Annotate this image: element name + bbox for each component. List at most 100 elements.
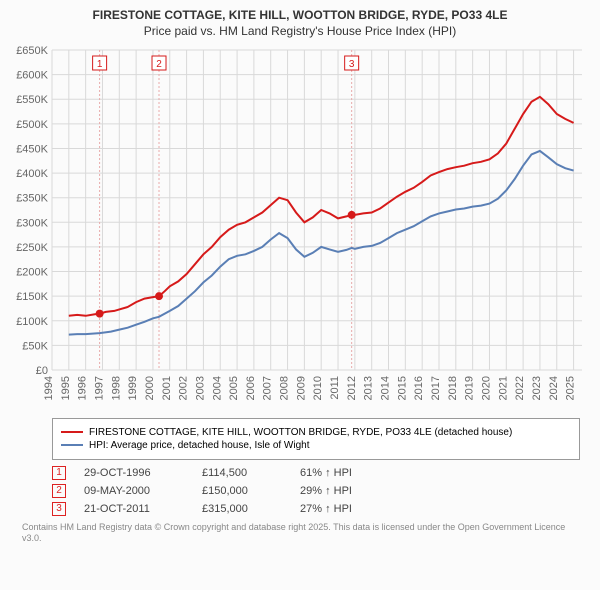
y-tick-label: £50K — [22, 340, 48, 352]
x-tick: 2001 — [161, 376, 173, 400]
marker-date: 21-OCT-2011 — [84, 503, 184, 515]
svg-text:2022: 2022 — [514, 376, 526, 400]
x-tick: 2013 — [363, 376, 375, 400]
x-tick: 2005 — [228, 376, 240, 400]
svg-text:2018: 2018 — [447, 376, 459, 400]
svg-text:1997: 1997 — [93, 376, 105, 400]
sale-point — [96, 309, 104, 317]
y-tick-label: £350K — [16, 192, 48, 204]
svg-text:2016: 2016 — [413, 376, 425, 400]
y-tick-label: £250K — [16, 242, 48, 254]
x-tick: 2009 — [295, 376, 307, 400]
svg-text:2014: 2014 — [380, 376, 392, 400]
svg-text:2004: 2004 — [211, 376, 223, 400]
x-tick: 2025 — [565, 376, 577, 400]
x-tick: 2010 — [312, 376, 324, 400]
x-tick: 2015 — [396, 376, 408, 400]
x-tick: 2002 — [178, 376, 190, 400]
x-tick: 2006 — [245, 376, 257, 400]
marker-diff: 29% ↑ HPI — [300, 485, 352, 497]
chart-title-line1: FIRESTONE COTTAGE, KITE HILL, WOOTTON BR… — [10, 8, 590, 24]
x-tick: 2020 — [480, 376, 492, 400]
svg-text:2015: 2015 — [396, 376, 408, 400]
svg-text:2010: 2010 — [312, 376, 324, 400]
svg-text:1999: 1999 — [127, 376, 139, 400]
svg-text:1996: 1996 — [77, 376, 89, 400]
svg-text:1995: 1995 — [60, 376, 72, 400]
x-tick: 2019 — [464, 376, 476, 400]
x-tick: 2008 — [279, 376, 291, 400]
marker-num-box: 3 — [52, 502, 66, 516]
legend-item: HPI: Average price, detached house, Isle… — [61, 440, 571, 451]
x-tick: 2017 — [430, 376, 442, 400]
x-tick: 1996 — [77, 376, 89, 400]
legend-label: HPI: Average price, detached house, Isle… — [89, 440, 310, 451]
marker-diff: 27% ↑ HPI — [300, 503, 352, 515]
svg-text:2005: 2005 — [228, 376, 240, 400]
x-tick: 2011 — [329, 376, 341, 400]
svg-text:2025: 2025 — [565, 376, 577, 400]
chart-plot: £0£50K£100K£150K£200K£250K£300K£350K£400… — [10, 44, 590, 414]
x-tick: 2007 — [262, 376, 274, 400]
x-tick: 1997 — [93, 376, 105, 400]
x-tick: 2003 — [194, 376, 206, 400]
chart-title-line2: Price paid vs. HM Land Registry's House … — [10, 24, 590, 38]
legend-label: FIRESTONE COTTAGE, KITE HILL, WOOTTON BR… — [89, 427, 512, 438]
svg-text:2009: 2009 — [295, 376, 307, 400]
y-tick-label: £550K — [16, 94, 48, 106]
marker-diff: 61% ↑ HPI — [300, 467, 352, 479]
x-tick: 2014 — [380, 376, 392, 400]
marker-row: 3 21-OCT-2011 £315,000 27% ↑ HPI — [52, 502, 580, 516]
x-tick: 2023 — [531, 376, 543, 400]
x-tick: 2018 — [447, 376, 459, 400]
y-tick-label: £400K — [16, 168, 48, 180]
marker-row: 2 09-MAY-2000 £150,000 29% ↑ HPI — [52, 484, 580, 498]
svg-text:2023: 2023 — [531, 376, 543, 400]
marker-date: 09-MAY-2000 — [84, 485, 184, 497]
sale-point — [155, 292, 163, 300]
y-tick-label: £150K — [16, 291, 48, 303]
legend-swatch — [61, 444, 83, 446]
svg-text:2000: 2000 — [144, 376, 156, 400]
x-tick: 2012 — [346, 376, 358, 400]
y-tick-label: £650K — [16, 45, 48, 57]
x-tick: 2016 — [413, 376, 425, 400]
sale-marker-num: 2 — [156, 59, 162, 70]
y-tick-label: £0 — [36, 365, 48, 377]
marker-price: £150,000 — [202, 485, 282, 497]
x-tick: 1998 — [110, 376, 122, 400]
svg-text:2013: 2013 — [363, 376, 375, 400]
legend-swatch — [61, 431, 83, 433]
svg-text:2003: 2003 — [194, 376, 206, 400]
marker-table: 1 29-OCT-1996 £114,500 61% ↑ HPI 2 09-MAY-200… — [52, 466, 580, 516]
svg-text:2002: 2002 — [178, 376, 190, 400]
marker-price: £315,000 — [202, 503, 282, 515]
y-tick-label: £500K — [16, 118, 48, 130]
svg-text:1998: 1998 — [110, 376, 122, 400]
x-tick: 1999 — [127, 376, 139, 400]
svg-text:2011: 2011 — [329, 376, 341, 400]
sale-marker-num: 1 — [97, 59, 103, 70]
y-tick-label: £450K — [16, 143, 48, 155]
y-tick-label: £600K — [16, 69, 48, 81]
attribution-text: Contains HM Land Registry data © Crown c… — [22, 522, 580, 545]
x-tick: 1994 — [43, 376, 55, 400]
svg-text:2021: 2021 — [497, 376, 509, 400]
x-tick: 2022 — [514, 376, 526, 400]
svg-text:2020: 2020 — [480, 376, 492, 400]
marker-num-box: 1 — [52, 466, 66, 480]
marker-date: 29-OCT-1996 — [84, 467, 184, 479]
y-tick-label: £300K — [16, 217, 48, 229]
svg-text:2006: 2006 — [245, 376, 257, 400]
x-tick: 1995 — [60, 376, 72, 400]
marker-price: £114,500 — [202, 467, 282, 479]
y-tick-label: £200K — [16, 266, 48, 278]
chart-container: FIRESTONE COTTAGE, KITE HILL, WOOTTON BR… — [0, 0, 600, 590]
legend-item: FIRESTONE COTTAGE, KITE HILL, WOOTTON BR… — [61, 427, 571, 438]
svg-text:2008: 2008 — [279, 376, 291, 400]
sale-point — [348, 211, 356, 219]
legend: FIRESTONE COTTAGE, KITE HILL, WOOTTON BR… — [52, 418, 580, 460]
svg-text:2024: 2024 — [548, 376, 560, 400]
marker-num-box: 2 — [52, 484, 66, 498]
svg-text:2019: 2019 — [464, 376, 476, 400]
